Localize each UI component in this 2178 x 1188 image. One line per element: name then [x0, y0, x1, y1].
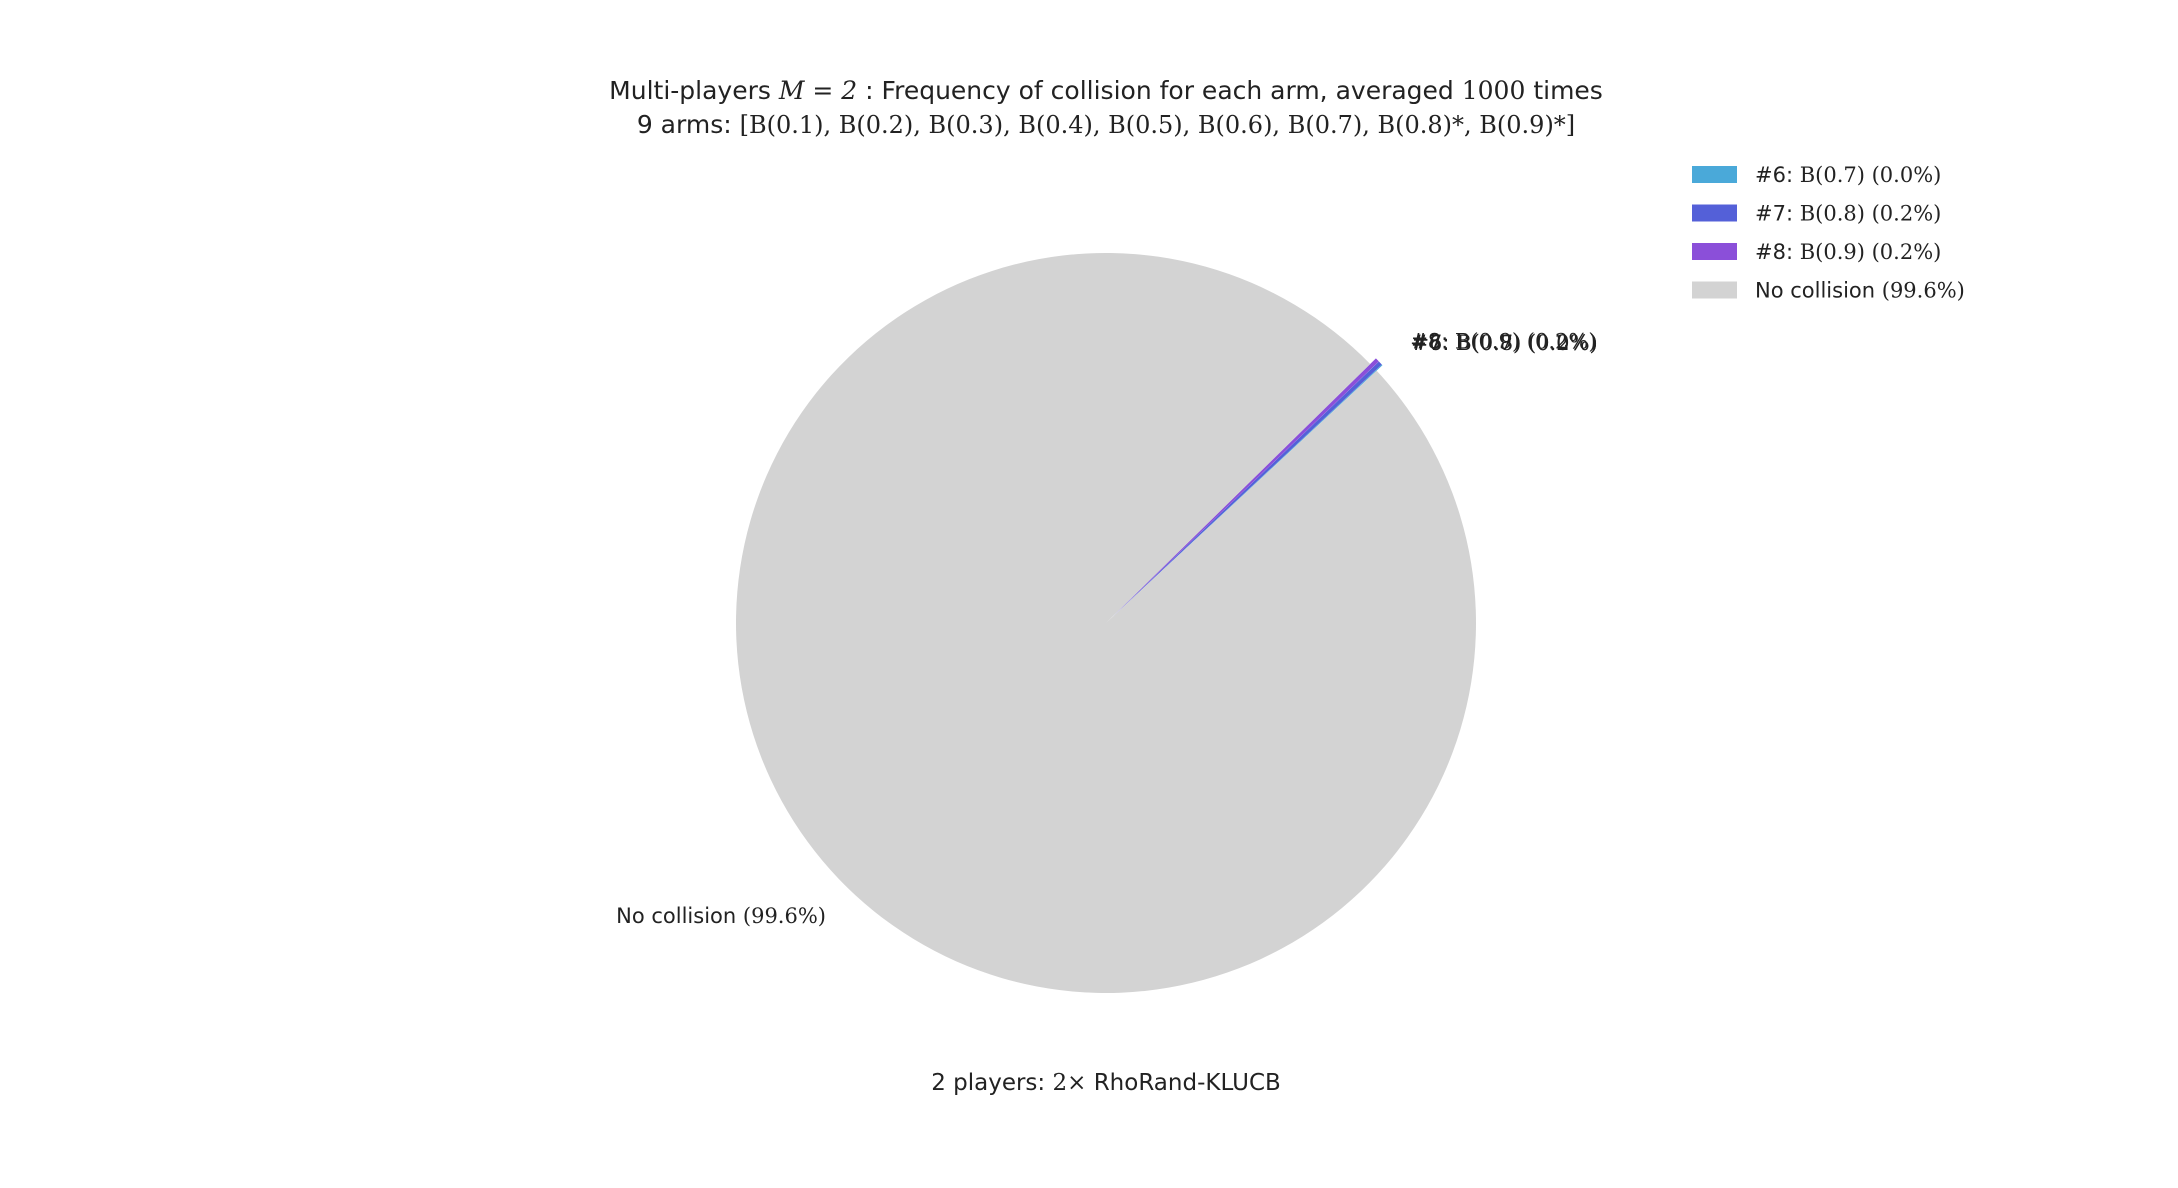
- pie-slice-label-3: #8: B(0.9) (0.2%): [1410, 330, 1596, 354]
- legend: #6: B(0.7) (0.0%) #7: B(0.8) (0.2%) #8: B(…: [1692, 163, 1965, 303]
- chart-title-line2: 9 arms: [B(0.1), B(0.2), B(0.3), B(0.4),…: [637, 110, 1575, 139]
- pie-slice-3: [1111, 358, 1379, 618]
- pie-slice-1: [1111, 364, 1383, 618]
- legend-label-2: #7: B(0.8) (0.2%): [1755, 202, 1941, 226]
- pie-labels: #6: B(0.7) (0.0%)#7: B(0.8) (0.2%)#8: B(…: [616, 330, 1598, 928]
- pie-slice-2: [1111, 361, 1382, 618]
- pie-slices: [736, 253, 1477, 994]
- pie-slice-label-4: No collision (99.6%): [616, 904, 826, 928]
- legend-swatch-3: [1692, 243, 1737, 260]
- legend-label-4: No collision (99.6%): [1755, 279, 1965, 303]
- legend-swatch-2: [1692, 204, 1737, 222]
- legend-swatch-1: [1692, 166, 1737, 183]
- legend-swatch-4: [1692, 281, 1737, 299]
- chart-xlabel: 2 players: 2× RhoRand-KLUCB: [931, 1070, 1281, 1096]
- pie-slice-label-2: #7: B(0.8) (0.2%): [1411, 331, 1597, 355]
- chart-title-line1: Multi-players M = 2 : Frequency of colli…: [609, 76, 1603, 105]
- pie-slice-4: [736, 253, 1477, 994]
- legend-label-1: #6: B(0.7) (0.0%): [1755, 163, 1941, 187]
- pie-slice-label-1: #6: B(0.7) (0.0%): [1411, 331, 1597, 355]
- legend-label-3: #8: B(0.9) (0.2%): [1755, 240, 1941, 264]
